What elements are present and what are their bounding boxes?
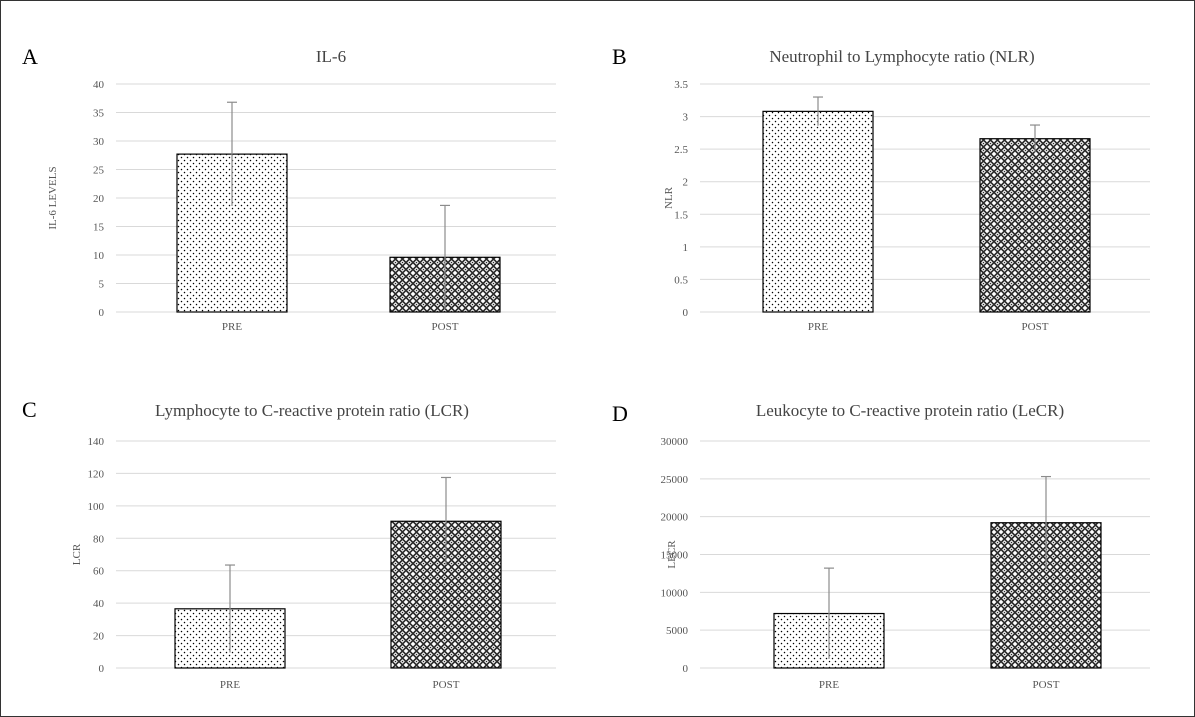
x-category-label: PRE [220,679,240,691]
chart-title: Leukocyte to C-reactive protein ratio (L… [756,401,1064,420]
x-category-label: POST [1033,679,1060,691]
y-tick-label: 1 [683,242,689,254]
y-tick-label: 100 [88,501,105,513]
y-tick-label: 10 [93,250,105,262]
y-tick-label: 15 [93,222,105,234]
y-tick-label: 5 [99,279,105,291]
y-tick-label: 20 [93,193,105,205]
panel-letter: D [612,401,628,426]
y-tick-label: 25 [93,165,105,177]
chart-title: Lymphocyte to C-reactive protein ratio (… [155,401,469,420]
y-tick-label: 120 [88,468,105,480]
y-tick-label: 3 [683,112,689,124]
y-tick-label: 10000 [661,587,689,599]
bar-post [979,138,1091,313]
panel-letter: C [22,397,37,422]
y-tick-label: 40 [93,79,105,91]
y-tick-label: 30 [93,136,105,148]
y-tick-label: 30000 [661,436,689,448]
y-axis-label: NLR [663,186,675,209]
y-axis-label: LCR [71,543,83,565]
chart-panel-a: A IL-6 0 5 10 15 20 25 30 35 40 IL-6 LEVELS PRE POST [22,44,556,333]
y-tick-label: 0 [99,663,105,675]
chart-title: IL-6 [316,47,346,66]
y-tick-label: 2.5 [674,144,688,156]
x-category-label: POST [1022,321,1049,333]
x-category-label: PRE [819,679,839,691]
y-tick-label: 0 [683,307,689,319]
panel-letter: B [612,44,627,69]
chart-title: Neutrophil to Lymphocyte ratio (NLR) [769,47,1034,66]
y-tick-label: 35 [93,108,105,120]
x-category-label: PRE [222,321,242,333]
y-tick-label: 2 [683,177,689,189]
x-category-label: POST [433,679,460,691]
y-tick-label: 3.5 [674,79,688,91]
y-axis-label: IL-6 LEVELS [47,166,59,229]
chart-panel-b: B Neutrophil to Lymphocyte ratio (NLR) 0 0.… [612,44,1150,333]
y-axis-label: LECR [666,540,678,569]
y-tick-label: 20000 [661,512,689,524]
chart-panel-c: C Lymphocyte to C-reactive protein ratio … [22,397,556,691]
y-tick-label: 0.5 [674,274,688,286]
y-tick-label: 140 [88,436,105,448]
y-tick-label: 25000 [661,474,689,486]
y-tick-label: 0 [99,307,105,319]
bar-pre [762,110,874,313]
chart-panel-d: D Leukocyte to C-reactive protein ratio (… [612,401,1150,691]
y-tick-label: 20 [93,631,105,643]
y-tick-label: 40 [93,598,105,610]
y-tick-label: 1.5 [674,209,688,221]
y-tick-label: 15000 [661,550,689,562]
x-category-label: POST [432,321,459,333]
y-tick-label: 5000 [666,625,689,637]
y-tick-label: 0 [683,663,689,675]
panel-letter: A [22,44,38,69]
y-tick-label: 80 [93,533,105,545]
x-category-label: PRE [808,321,828,333]
y-tick-label: 60 [93,566,105,578]
